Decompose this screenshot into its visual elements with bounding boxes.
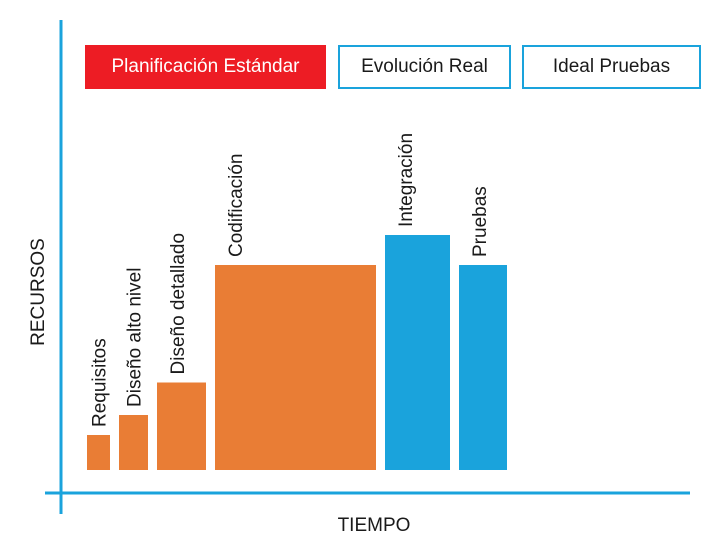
bar-diseno-detallado	[157, 382, 206, 470]
y-axis-label: RECURSOS	[28, 238, 49, 346]
tab-ideal-pruebas[interactable]: Ideal Pruebas	[522, 45, 701, 89]
bar-pruebas	[459, 265, 507, 470]
chart-bars	[87, 235, 507, 470]
tab-planificacion-estandar[interactable]: Planificación Estándar	[85, 45, 326, 89]
phase-label-pruebas: Pruebas	[470, 186, 491, 257]
phase-label-codificacion: Codificación	[226, 154, 247, 258]
bar-codificacion	[215, 265, 376, 470]
phase-labels: Requisitos Diseño alto nivel Diseño detall…	[90, 133, 492, 427]
bar-integracion	[385, 235, 450, 470]
phase-label-diseno-alto-nivel: Diseño alto nivel	[125, 268, 146, 407]
phase-label-integracion: Integración	[396, 133, 417, 227]
bar-diseno-alto-nivel	[119, 415, 148, 470]
phase-label-diseno-detallado: Diseño detallado	[168, 233, 189, 375]
phase-label-requisitos: Requisitos	[90, 338, 111, 427]
tab-evolucion-real[interactable]: Evolución Real	[338, 45, 511, 89]
bar-requisitos	[87, 435, 110, 470]
x-axis-label: TIEMPO	[338, 515, 411, 536]
